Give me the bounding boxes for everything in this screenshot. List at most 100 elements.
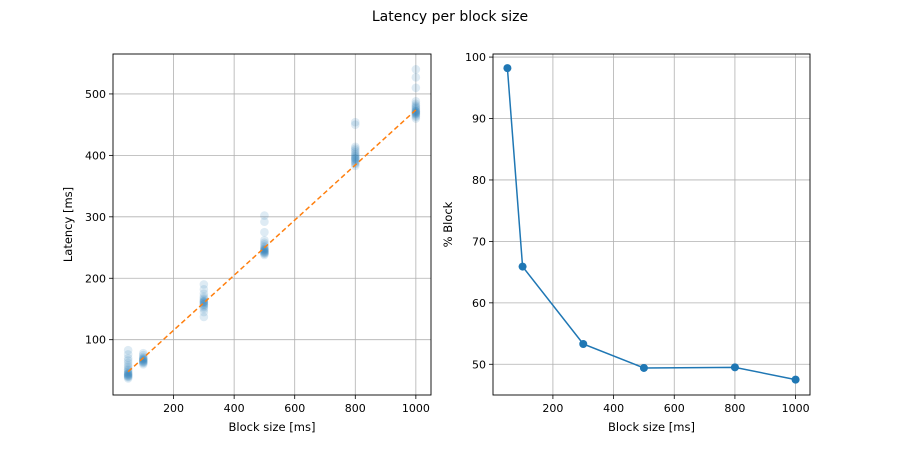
data-point bbox=[199, 296, 209, 306]
y-tick-label: 90 bbox=[472, 113, 486, 126]
data-point bbox=[260, 247, 269, 257]
data-point bbox=[123, 350, 133, 359]
data-point bbox=[350, 148, 360, 157]
data-point bbox=[199, 300, 209, 309]
data-point bbox=[411, 103, 421, 113]
data-point bbox=[260, 242, 269, 251]
y-tick-label: 80 bbox=[472, 174, 486, 187]
data-point bbox=[260, 249, 269, 258]
data-point bbox=[579, 340, 588, 349]
data-point bbox=[123, 358, 133, 368]
data-point bbox=[138, 350, 148, 360]
x-tick-label: 600 bbox=[284, 402, 305, 415]
data-point bbox=[123, 364, 133, 374]
y-tick-label: 300 bbox=[85, 211, 106, 224]
x-tick-label: 600 bbox=[664, 402, 685, 415]
data-point bbox=[260, 246, 269, 256]
data-point bbox=[123, 372, 133, 381]
x-tick-label: 1000 bbox=[402, 402, 430, 415]
fit-line bbox=[127, 109, 417, 373]
data-point bbox=[123, 370, 133, 380]
data-point bbox=[350, 120, 360, 129]
x-tick-label: 800 bbox=[724, 402, 745, 415]
data-point bbox=[199, 289, 209, 298]
data-point bbox=[411, 101, 421, 110]
data-point bbox=[123, 372, 133, 382]
data-point bbox=[411, 108, 421, 118]
data-point bbox=[260, 245, 269, 254]
data-point bbox=[199, 295, 209, 305]
data-point bbox=[138, 355, 148, 364]
data-point bbox=[791, 375, 800, 384]
axes-frame bbox=[492, 53, 811, 396]
data-point bbox=[199, 299, 209, 309]
data-point bbox=[350, 154, 360, 164]
series-line bbox=[506, 68, 796, 381]
data-point bbox=[199, 280, 209, 289]
data-point bbox=[123, 368, 133, 378]
data-point bbox=[518, 262, 527, 271]
data-point bbox=[730, 363, 739, 372]
data-point bbox=[411, 99, 421, 109]
data-point bbox=[138, 359, 148, 369]
data-point bbox=[123, 353, 133, 363]
data-point bbox=[411, 73, 421, 82]
axes-frame bbox=[112, 53, 432, 396]
data-point bbox=[411, 106, 421, 116]
data-point bbox=[199, 292, 209, 301]
data-point bbox=[411, 102, 421, 112]
data-point bbox=[350, 157, 360, 166]
data-point bbox=[123, 356, 133, 365]
data-point bbox=[350, 117, 360, 127]
data-point bbox=[411, 114, 421, 123]
x-tick-label: 400 bbox=[603, 402, 624, 415]
data-point bbox=[123, 361, 133, 370]
figure-title: Latency per block size bbox=[372, 9, 528, 25]
data-point bbox=[123, 345, 133, 355]
data-point bbox=[411, 83, 421, 93]
data-point bbox=[350, 149, 360, 159]
data-point bbox=[350, 146, 360, 155]
data-point bbox=[123, 369, 133, 379]
data-point bbox=[260, 217, 269, 227]
data-point bbox=[411, 107, 421, 117]
data-point bbox=[411, 97, 421, 106]
y-tick-label: 500 bbox=[85, 88, 106, 101]
data-point bbox=[138, 348, 148, 358]
data-point bbox=[350, 155, 360, 165]
x-axis-label: Block size [ms] bbox=[608, 420, 695, 434]
data-point bbox=[199, 285, 209, 294]
data-point bbox=[639, 363, 648, 372]
data-point bbox=[138, 355, 148, 365]
data-point bbox=[123, 374, 133, 383]
y-tick-label: 70 bbox=[472, 235, 486, 248]
data-point bbox=[260, 211, 269, 220]
data-point bbox=[199, 307, 209, 317]
y-tick-label: 400 bbox=[85, 149, 106, 162]
x-tick-label: 200 bbox=[163, 402, 184, 415]
latency-scatter-plot: 200 400 600 800 1000 100 200 300 400 500 Block siz… bbox=[61, 53, 432, 434]
x-tick-label: 1000 bbox=[782, 402, 810, 415]
data-point bbox=[260, 235, 269, 245]
data-point bbox=[123, 371, 133, 380]
y-tick-label: 100 bbox=[465, 51, 486, 64]
data-point bbox=[411, 111, 421, 120]
data-point bbox=[350, 154, 360, 163]
data-point bbox=[260, 246, 269, 255]
data-point bbox=[260, 250, 269, 260]
percent-block-line-plot: 200 400 600 800 1000 50 60 70 80 90 100 Block size … bbox=[441, 51, 811, 434]
data-point bbox=[350, 153, 360, 163]
data-point bbox=[138, 356, 148, 365]
data-point bbox=[260, 248, 269, 258]
x-tick-label: 800 bbox=[345, 402, 366, 415]
y-axis-label: Latency [ms] bbox=[61, 187, 75, 262]
data-point bbox=[503, 64, 512, 73]
y-tick-label: 200 bbox=[85, 272, 106, 285]
data-point bbox=[350, 142, 360, 152]
y-axis-label: % Block bbox=[441, 201, 455, 247]
x-tick-label: 200 bbox=[542, 402, 563, 415]
data-point bbox=[350, 158, 360, 168]
data-point bbox=[350, 152, 360, 161]
data-point bbox=[350, 144, 360, 153]
